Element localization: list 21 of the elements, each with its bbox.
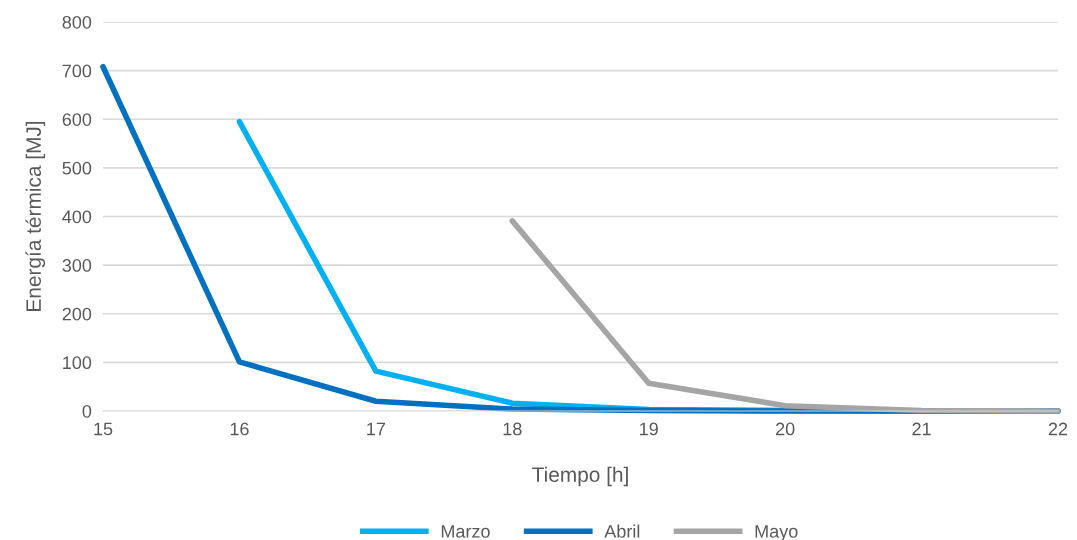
legend-label: Abril [604,524,640,538]
y-tick-label: 500 [62,161,92,175]
x-tick-label: 17 [367,422,385,436]
x-tick-label: 15 [94,422,113,436]
y-tick-label: 800 [62,15,92,29]
x-axis-title: Tiempo [h] [532,466,628,487]
x-tick-label: 21 [912,422,931,436]
y-tick-label: 700 [62,64,92,78]
y-axis-title: Energía térmica [MJ] [25,121,46,311]
legend-label: Marzo [441,525,490,538]
y-tick-label: 200 [62,307,92,321]
y-tick-label: 0 [82,404,92,418]
y-tick-label: 300 [62,259,92,272]
y-tick-label: 100 [63,356,92,370]
y-tick-label: 400 [62,210,92,224]
x-tick-label: 19 [640,422,658,436]
x-tick-label: 20 [776,422,795,436]
x-tick-label: 22 [1048,422,1068,436]
x-tick-label: 16 [230,422,249,436]
x-tick-label: 18 [503,422,522,436]
y-tick-label: 600 [62,113,92,126]
